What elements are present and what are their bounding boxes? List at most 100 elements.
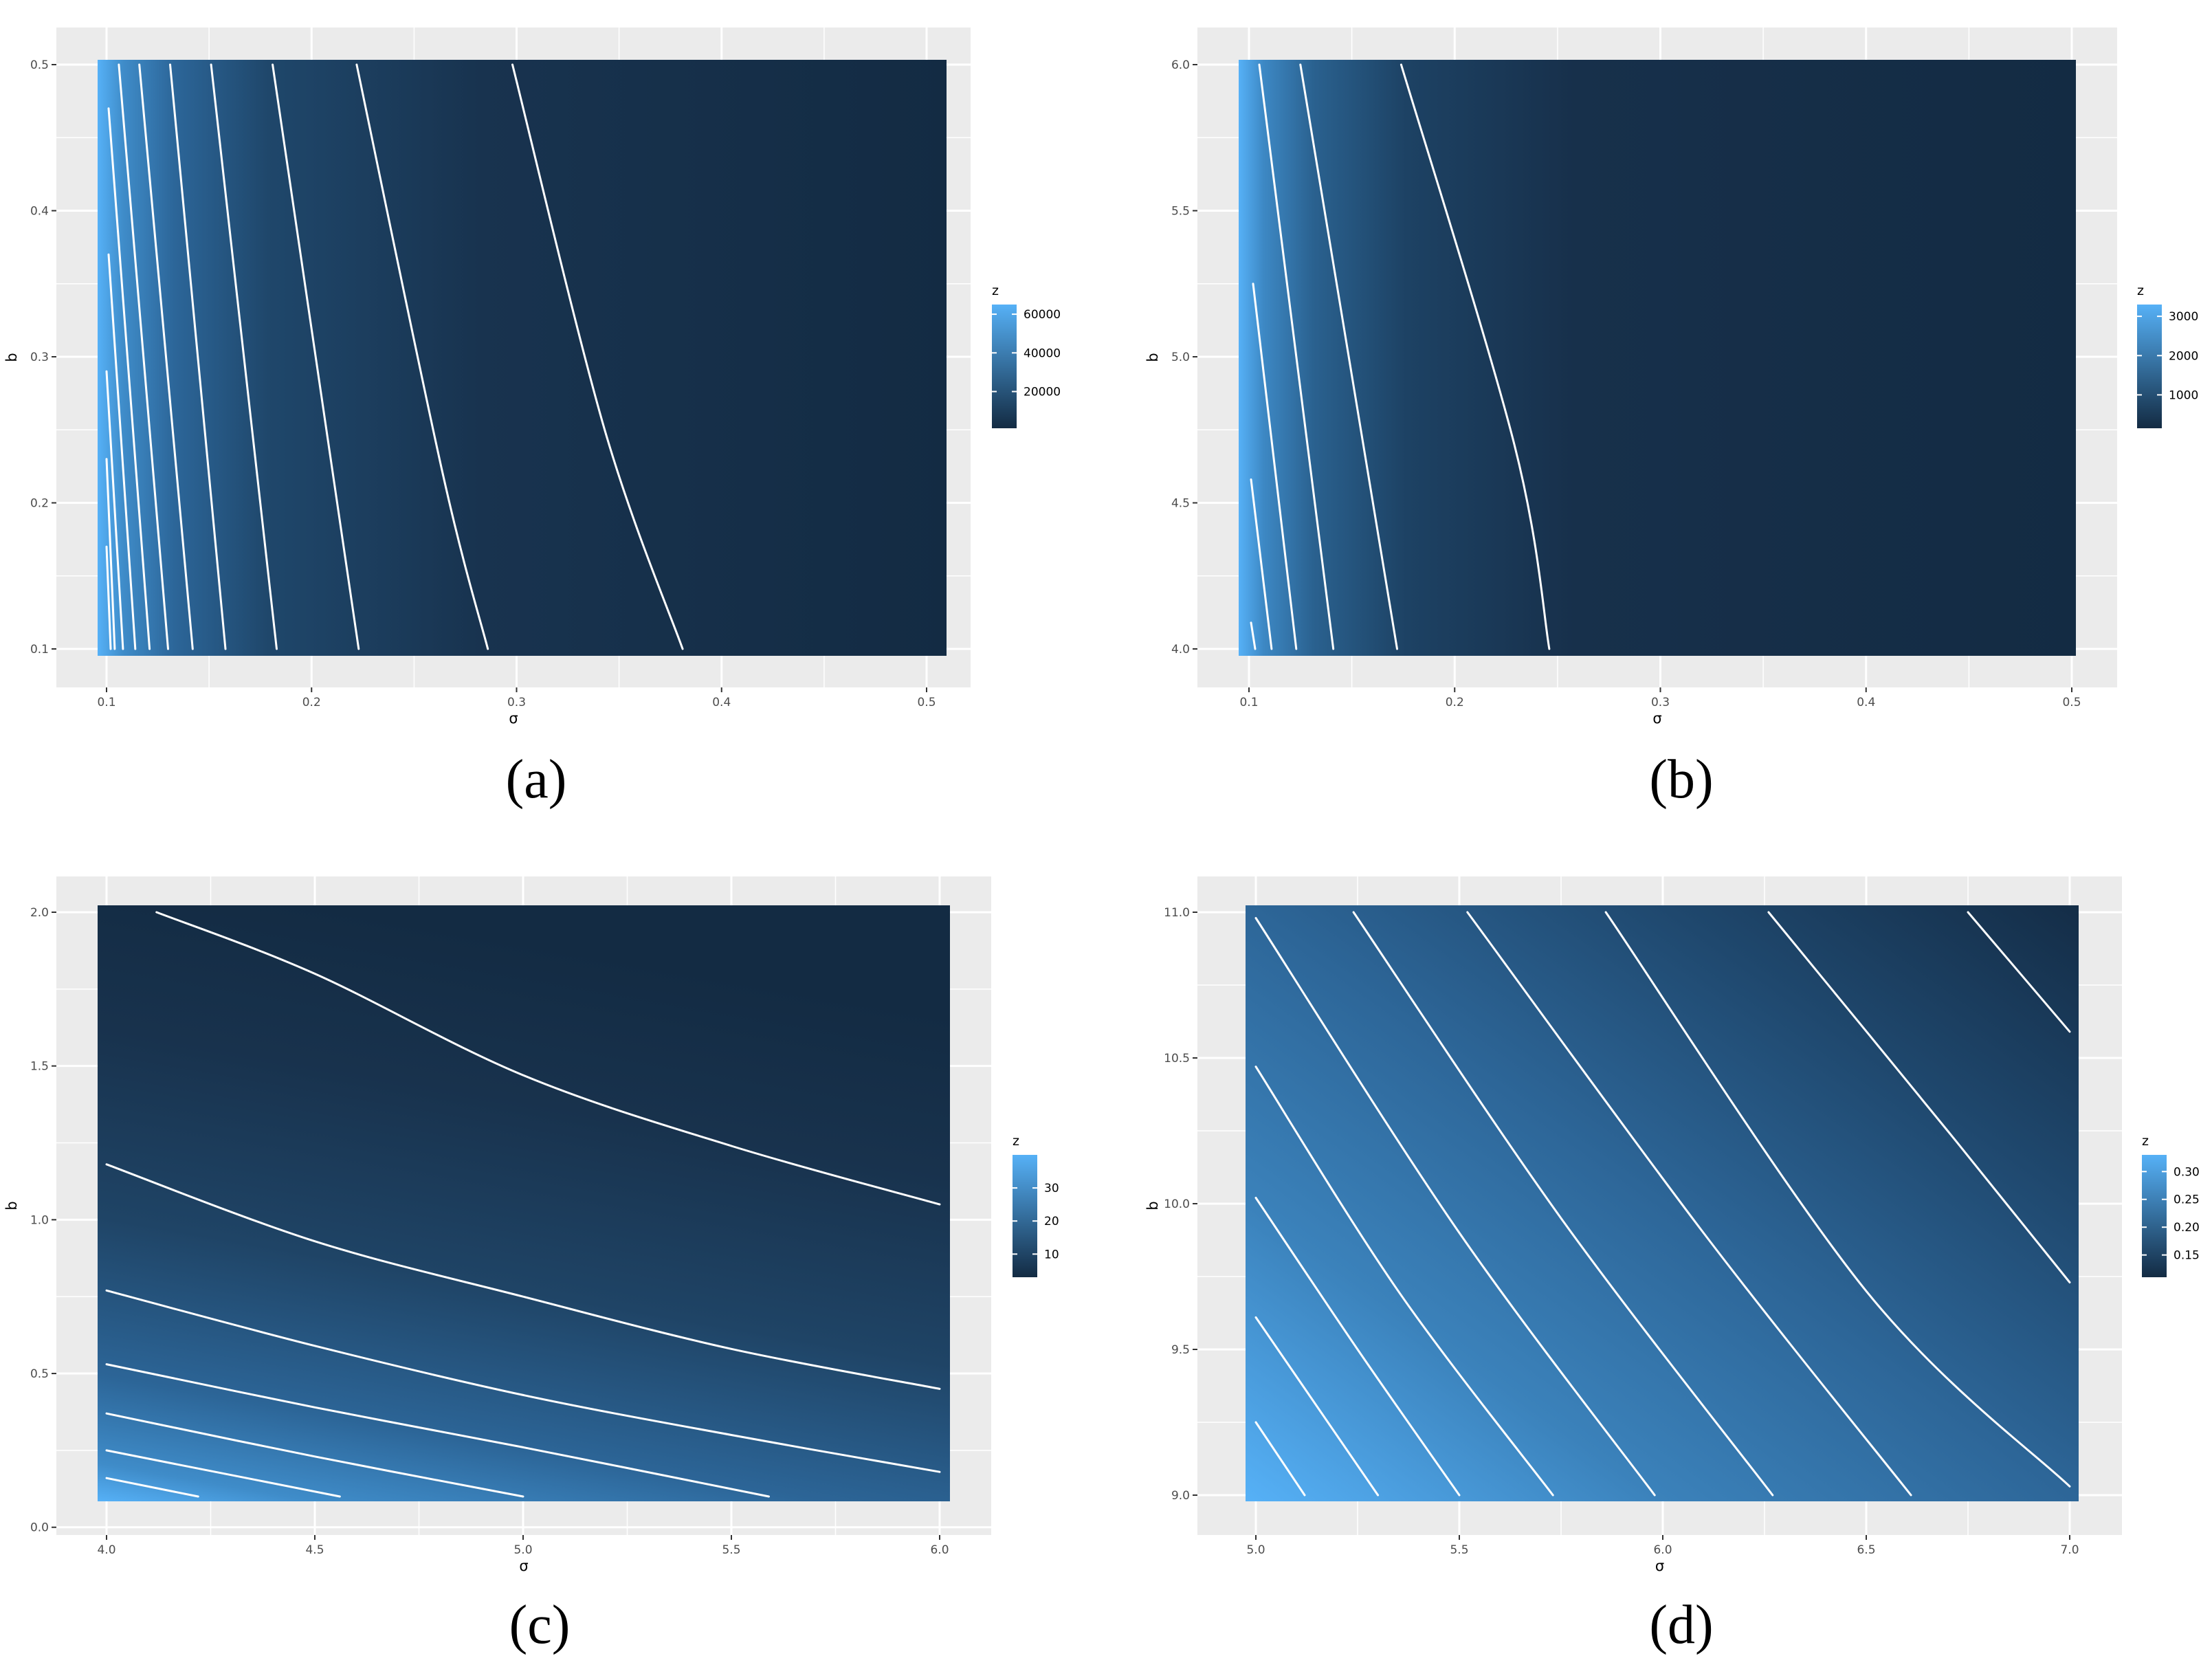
x-tick-label: 6.0 [930, 1543, 949, 1557]
x-tick-label: 0.1 [1239, 696, 1258, 709]
panel-caption: (c) [509, 1595, 571, 1655]
contour-line [118, 63, 169, 650]
heatmap-tiles [1246, 905, 2079, 1501]
y-tick-label: 1.5 [30, 1060, 49, 1074]
contour-line [1254, 917, 1656, 1497]
y-tick-label: 4.0 [1171, 643, 1190, 656]
contour-line [105, 1449, 341, 1498]
contour-line [105, 1412, 524, 1498]
contour-line [1466, 911, 1912, 1497]
colorbar-label: 40000 [1024, 346, 1061, 360]
contour-line [105, 545, 112, 650]
panel-caption: (a) [506, 749, 567, 810]
contour-lines [1254, 911, 2071, 1497]
contour-line [107, 107, 151, 650]
contour-line [105, 1163, 941, 1390]
x-tick-label: 0.3 [1651, 696, 1670, 709]
y-tick-label: 5.5 [1171, 205, 1190, 219]
contour-line [105, 1477, 199, 1498]
x-tick-label: 5.0 [513, 1543, 532, 1557]
colorbar-label: 60000 [1024, 308, 1061, 322]
x-tick-label: 4.5 [305, 1543, 324, 1557]
heatmap-tiles [98, 905, 950, 1501]
contour-line [1967, 911, 2071, 1033]
y-tick-label: 4.5 [1171, 497, 1190, 511]
x-tick-label: 0.2 [302, 696, 321, 709]
contour-line [355, 63, 489, 650]
panel-caption: (b) [1649, 749, 1713, 810]
y-tick-label: 10.5 [1164, 1052, 1190, 1066]
colorbar-label: 0.20 [2174, 1221, 2200, 1235]
y-tick-label: 0.5 [30, 1367, 49, 1381]
contour-line [511, 63, 684, 650]
panel-a: 0.1 0.2 0.3 0.4 0.5 0.1 0.2 0.3 0.4 0.5 σ b z 60000 40… [3, 27, 1061, 810]
colorbar-label: 3000 [2169, 310, 2198, 324]
contour-line [1254, 1197, 1461, 1497]
x-tick-label: 0.4 [1857, 696, 1875, 709]
colorbar [992, 305, 1017, 428]
legend-title: z [992, 283, 999, 298]
y-tick-label: 0.3 [30, 351, 49, 364]
colorbar-label: 20000 [1024, 386, 1061, 399]
colorbar-label: 0.25 [2174, 1193, 2200, 1207]
x-tick-label: 0.4 [712, 696, 731, 709]
x-axis-title: σ [1652, 710, 1661, 727]
x-tick-label: 6.5 [1857, 1543, 1875, 1557]
contour-line [1252, 283, 1298, 650]
contour-line [210, 63, 278, 650]
contour-lines [105, 63, 684, 650]
contour-line [1400, 63, 1551, 650]
contour-lines [105, 911, 941, 1498]
axes: 5.0 5.5 6.0 6.5 7.0 9.0 9.5 10.0 10.5 11.0 σ b [1144, 906, 2079, 1574]
contour-line [1254, 1421, 1306, 1497]
contour-line [1352, 911, 1774, 1497]
colorbar-label: 10 [1044, 1248, 1059, 1261]
panel-c: 4.0 4.5 5.0 5.5 6.0 0.0 0.5 1.0 1.5 2.0 σ b z 30 20 10 (… [3, 876, 1059, 1655]
contour-line [138, 63, 194, 650]
colorbar-label: 30 [1044, 1182, 1059, 1195]
y-axis-title: b [1144, 1201, 1161, 1210]
y-tick-label: 2.0 [30, 906, 49, 920]
contour-line [105, 370, 124, 650]
contour-line [105, 1289, 941, 1473]
panel-b: 0.1 0.2 0.3 0.4 0.5 4.0 4.5 5.0 5.5 6.0 σ b z 3000 200… [1144, 27, 2198, 810]
y-tick-label: 10.0 [1164, 1197, 1190, 1211]
y-tick-label: 0.0 [30, 1521, 49, 1535]
contour-line [1258, 63, 1335, 650]
legend: z 3000 2000 1000 [2137, 283, 2198, 428]
colorbar-label: 20 [1044, 1215, 1059, 1228]
y-tick-label: 0.2 [30, 497, 49, 511]
y-axis-title: b [1144, 353, 1161, 362]
axes: 0.1 0.2 0.3 0.4 0.5 4.0 4.5 5.0 5.5 6.0 σ b [1144, 58, 2081, 727]
contour-line [272, 63, 360, 650]
colorbar [2137, 305, 2162, 428]
colorbar-label: 0.30 [2174, 1165, 2200, 1179]
y-tick-label: 0.4 [30, 205, 49, 219]
legend-title: z [1013, 1134, 1019, 1149]
contour-line [155, 911, 941, 1206]
heatmap-tiles [1239, 60, 2076, 656]
contour-line [1250, 621, 1257, 650]
colorbar-label: 1000 [2169, 388, 2198, 402]
contour-line [1767, 911, 2071, 1283]
y-tick-label: 11.0 [1164, 906, 1190, 920]
colorbar-label: 0.15 [2174, 1249, 2200, 1263]
colorbar [2142, 1155, 2167, 1277]
legend: z 30 20 10 [1013, 1134, 1059, 1277]
y-tick-label: 0.5 [30, 58, 49, 72]
contour-line [1254, 1316, 1380, 1497]
x-axis-title: σ [1655, 1558, 1664, 1574]
x-tick-label: 5.5 [722, 1543, 740, 1557]
contour-line [1254, 1066, 1554, 1497]
y-tick-label: 1.0 [30, 1213, 49, 1227]
y-axis-title: b [3, 1201, 20, 1210]
panel-caption: (d) [1649, 1595, 1713, 1655]
y-tick-label: 5.0 [1171, 351, 1190, 364]
x-axis-title: σ [519, 1558, 528, 1574]
legend-title: z [2142, 1134, 2149, 1149]
y-axis-title: b [3, 353, 20, 362]
y-tick-label: 9.0 [1171, 1489, 1190, 1503]
contour-line [1604, 911, 2071, 1488]
contour-line [169, 63, 227, 650]
